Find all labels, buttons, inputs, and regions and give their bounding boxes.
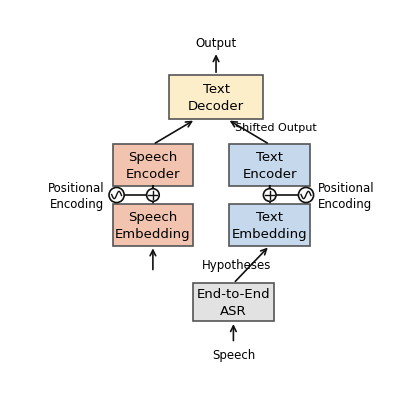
Text: Shifted Output: Shifted Output xyxy=(235,123,317,133)
FancyBboxPatch shape xyxy=(113,205,193,246)
Text: Speech: Speech xyxy=(212,348,255,361)
Text: Text
Embedding: Text Embedding xyxy=(232,211,307,240)
Text: Output: Output xyxy=(195,37,236,50)
FancyBboxPatch shape xyxy=(170,76,262,120)
FancyBboxPatch shape xyxy=(193,284,274,321)
Circle shape xyxy=(109,188,124,203)
Text: End-to-End
ASR: End-to-End ASR xyxy=(197,288,270,317)
Text: Speech
Encoder: Speech Encoder xyxy=(126,151,180,180)
Text: Positional
Encoding: Positional Encoding xyxy=(47,181,104,210)
Circle shape xyxy=(147,189,159,202)
Text: Speech
Embedding: Speech Embedding xyxy=(115,211,191,240)
FancyBboxPatch shape xyxy=(229,205,310,246)
Circle shape xyxy=(299,188,314,203)
Text: Text
Decoder: Text Decoder xyxy=(188,83,244,113)
Text: Positional
Encoding: Positional Encoding xyxy=(318,181,375,210)
Text: Text
Encoder: Text Encoder xyxy=(242,151,297,180)
FancyBboxPatch shape xyxy=(113,145,193,186)
FancyBboxPatch shape xyxy=(229,145,310,186)
Circle shape xyxy=(263,189,276,202)
Text: Hypotheses: Hypotheses xyxy=(202,258,271,271)
